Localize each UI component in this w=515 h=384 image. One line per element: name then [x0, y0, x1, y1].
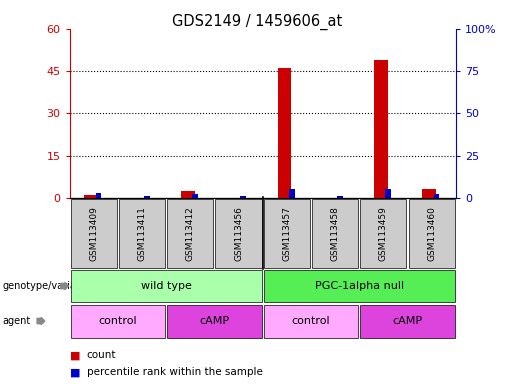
Text: GSM113460: GSM113460 — [427, 206, 436, 261]
Text: cAMP: cAMP — [199, 316, 229, 326]
Text: percentile rank within the sample: percentile rank within the sample — [87, 367, 263, 377]
Bar — [422, 189, 436, 198]
Bar — [289, 189, 295, 198]
Text: GSM113409: GSM113409 — [89, 206, 98, 261]
Bar — [337, 196, 343, 198]
Bar — [144, 196, 150, 198]
Text: cAMP: cAMP — [392, 316, 422, 326]
Text: GSM113456: GSM113456 — [234, 206, 243, 261]
Bar — [181, 191, 195, 198]
Text: GDS2149 / 1459606_at: GDS2149 / 1459606_at — [173, 13, 342, 30]
Text: GSM113457: GSM113457 — [282, 206, 291, 261]
Bar — [192, 194, 198, 198]
Text: GSM113459: GSM113459 — [379, 206, 388, 261]
Text: GSM113411: GSM113411 — [138, 206, 146, 261]
Text: ■: ■ — [70, 350, 80, 360]
Bar — [84, 195, 98, 198]
Bar — [434, 194, 439, 198]
Bar — [374, 60, 388, 198]
Text: GSM113412: GSM113412 — [186, 206, 195, 261]
Bar — [96, 193, 101, 198]
Bar — [385, 189, 391, 198]
Text: agent: agent — [3, 316, 31, 326]
Bar — [241, 196, 246, 198]
Text: PGC-1alpha null: PGC-1alpha null — [315, 281, 404, 291]
Text: wild type: wild type — [141, 281, 192, 291]
Text: GSM113458: GSM113458 — [331, 206, 339, 261]
Text: ■: ■ — [70, 367, 80, 377]
Text: genotype/variation: genotype/variation — [3, 281, 95, 291]
Text: count: count — [87, 350, 116, 360]
Text: control: control — [291, 316, 330, 326]
Text: control: control — [98, 316, 137, 326]
Bar — [278, 68, 291, 198]
